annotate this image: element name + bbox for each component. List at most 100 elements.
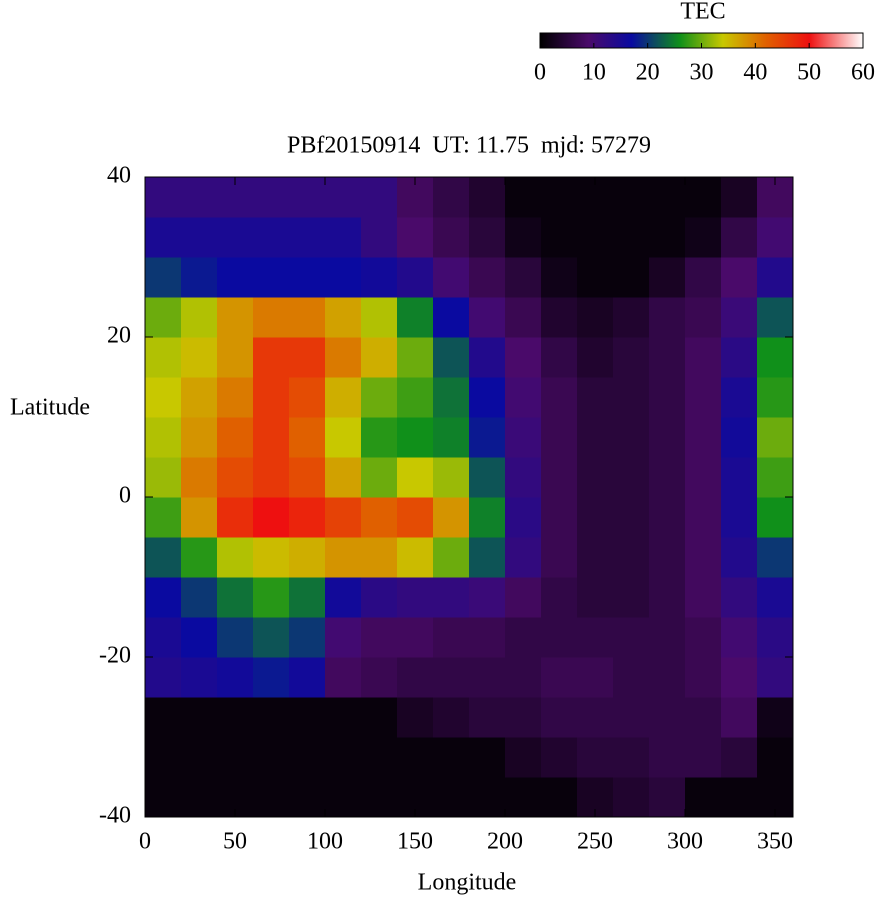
heatmap-cell — [685, 497, 722, 538]
heatmap-cell — [469, 377, 506, 418]
heatmap-cell — [541, 337, 578, 378]
heatmap-cell — [145, 417, 182, 458]
heatmap-cell — [649, 457, 686, 498]
heatmap-cell — [721, 537, 758, 578]
heatmap-cell — [289, 537, 326, 578]
heatmap-cell — [613, 297, 650, 338]
heatmap-cell — [613, 217, 650, 258]
heatmap-cell — [685, 417, 722, 458]
heatmap-cell — [433, 537, 470, 578]
x-tick-label: 100 — [307, 829, 343, 855]
y-tick-label: 20 — [107, 323, 131, 349]
heatmap-cell — [541, 457, 578, 498]
heatmap-cell — [361, 617, 398, 658]
heatmap-cell — [145, 697, 182, 738]
heatmap-cell — [613, 617, 650, 658]
heatmap-cell — [397, 697, 434, 738]
heatmap-cell — [541, 217, 578, 258]
heatmap-cell — [469, 257, 506, 298]
heatmap-cell — [541, 417, 578, 458]
heatmap-cell — [433, 777, 470, 818]
y-tick-label: -40 — [99, 803, 131, 829]
heatmap-cell — [289, 417, 326, 458]
heatmap-cell — [649, 497, 686, 538]
heatmap-cell — [685, 537, 722, 578]
heatmap-cell — [433, 497, 470, 538]
heatmap-cell — [505, 257, 542, 298]
heatmap-cell — [577, 257, 614, 298]
heatmap-cell — [721, 617, 758, 658]
heatmap-cell — [577, 217, 614, 258]
heatmap-cell — [469, 577, 506, 618]
heatmap-cell — [253, 697, 290, 738]
heatmap-cell — [433, 697, 470, 738]
heatmap-cell — [181, 497, 218, 538]
x-axis-label: Longitude — [418, 870, 517, 896]
heatmap-cell — [289, 737, 326, 778]
heatmap-cell — [361, 297, 398, 338]
heatmap-cell — [181, 697, 218, 738]
heatmap-cell — [217, 377, 254, 418]
heatmap-cell — [325, 217, 362, 258]
x-tick-label: 150 — [397, 829, 433, 855]
colorbar-tick-label: 10 — [582, 60, 606, 86]
heatmap-cell — [505, 617, 542, 658]
heatmap-cell — [433, 217, 470, 258]
heatmap-cell — [649, 777, 686, 818]
heatmap-cell — [613, 537, 650, 578]
heatmap-cell — [613, 457, 650, 498]
heatmap-cell — [289, 657, 326, 698]
heatmap-cell — [505, 537, 542, 578]
heatmap-cell — [397, 377, 434, 418]
y-tick-label: -20 — [99, 643, 131, 669]
heatmap-cell — [433, 417, 470, 458]
heatmap-cell — [505, 457, 542, 498]
heatmap-cell — [685, 657, 722, 698]
heatmap-cell — [505, 497, 542, 538]
heatmap-cell — [685, 177, 722, 218]
heatmap-cell — [469, 617, 506, 658]
heatmap-cell — [361, 777, 398, 818]
heatmap-cell — [649, 257, 686, 298]
heatmap — [145, 177, 794, 818]
heatmap-cell — [721, 417, 758, 458]
heatmap-cell — [325, 777, 362, 818]
heatmap-cell — [181, 457, 218, 498]
heatmap-cell — [577, 417, 614, 458]
heatmap-cell — [577, 697, 614, 738]
heatmap-cell — [145, 297, 182, 338]
heatmap-cell — [145, 577, 182, 618]
heatmap-cell — [325, 697, 362, 738]
heatmap-cell — [541, 657, 578, 698]
heatmap-cell — [289, 217, 326, 258]
heatmap-cell — [181, 657, 218, 698]
heatmap-cell — [217, 257, 254, 298]
heatmap-cell — [469, 537, 506, 578]
heatmap-cell — [721, 377, 758, 418]
heatmap-cell — [757, 457, 794, 498]
heatmap-cell — [145, 537, 182, 578]
heatmap-cell — [217, 537, 254, 578]
heatmap-cell — [181, 257, 218, 298]
heatmap-cell — [217, 417, 254, 458]
heatmap-cell — [721, 257, 758, 298]
heatmap-cell — [433, 577, 470, 618]
heatmap-cell — [289, 257, 326, 298]
heatmap-cell — [685, 737, 722, 778]
heatmap-cell — [433, 657, 470, 698]
heatmap-cell — [397, 417, 434, 458]
heatmap-cell — [325, 297, 362, 338]
heatmap-cell — [289, 457, 326, 498]
heatmap-cell — [685, 457, 722, 498]
heatmap-cell — [469, 657, 506, 698]
heatmap-cell — [757, 377, 794, 418]
x-tick-label: 350 — [757, 829, 793, 855]
heatmap-cell — [721, 337, 758, 378]
heatmap-cell — [577, 497, 614, 538]
heatmap-cell — [361, 577, 398, 618]
heatmap-cell — [649, 617, 686, 658]
heatmap-cell — [325, 457, 362, 498]
heatmap-cell — [721, 177, 758, 218]
heatmap-cell — [325, 737, 362, 778]
heatmap-cell — [361, 337, 398, 378]
